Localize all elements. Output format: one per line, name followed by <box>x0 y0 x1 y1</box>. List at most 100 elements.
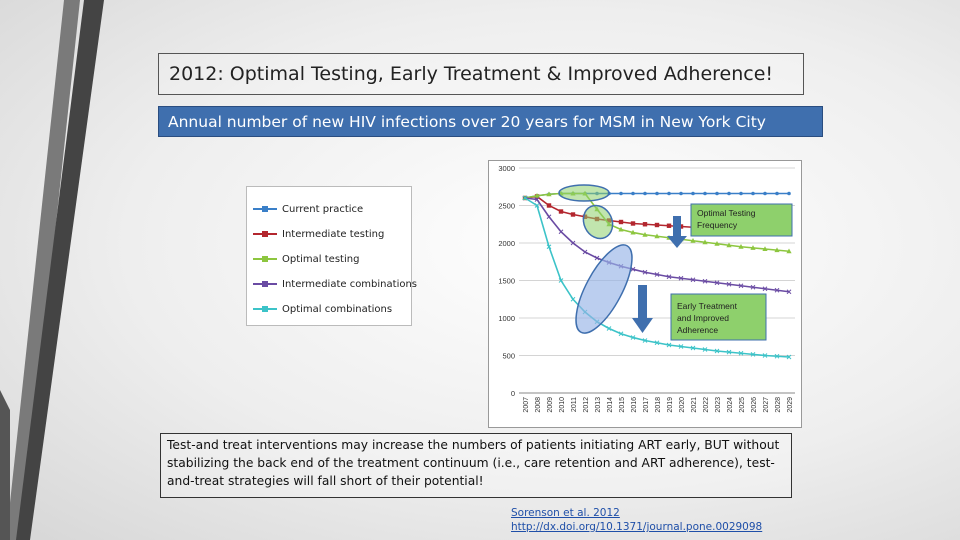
legend-swatch-icon <box>253 226 277 242</box>
data-point <box>762 286 768 292</box>
data-point <box>691 191 695 196</box>
data-point <box>582 214 588 219</box>
data-point <box>546 203 552 208</box>
data-point <box>654 222 660 228</box>
x-tick-label: 2029 <box>787 397 794 413</box>
reference-author[interactable]: Sorenson et al. 2012 <box>511 507 620 519</box>
data-point <box>522 195 528 201</box>
data-point <box>702 239 708 245</box>
data-point <box>643 191 647 196</box>
data-point <box>762 353 768 358</box>
data-point <box>703 191 707 196</box>
data-point <box>570 296 576 302</box>
data-point <box>739 191 743 196</box>
data-point <box>570 212 576 217</box>
x-tick-label: 2012 <box>583 397 590 413</box>
data-point <box>690 237 696 243</box>
chart-legend: Current practice Intermediate testing Op… <box>246 186 417 326</box>
data-point <box>654 340 660 346</box>
data-point <box>726 349 732 355</box>
legend-item-optimal-combinations: Optimal combinations <box>253 301 392 317</box>
data-point <box>642 338 648 343</box>
data-point <box>714 226 720 231</box>
data-point <box>702 278 708 284</box>
data-point <box>726 226 732 231</box>
data-point <box>786 289 792 295</box>
data-point <box>774 228 780 233</box>
data-point <box>619 191 623 196</box>
data-point <box>775 191 779 196</box>
x-tick-label: 2008 <box>535 397 542 413</box>
data-point <box>786 248 792 254</box>
data-point <box>750 284 756 290</box>
data-point <box>774 247 780 253</box>
slide-subtitle: Annual number of new HIV infections over… <box>158 106 823 137</box>
data-point <box>534 203 540 208</box>
data-point <box>763 191 767 196</box>
decorative-edge <box>0 0 104 540</box>
legend-label: Intermediate testing <box>282 228 385 240</box>
data-point <box>726 281 732 287</box>
x-tick-label: 2010 <box>559 397 566 413</box>
y-tick-label: 0 <box>511 389 515 398</box>
data-point <box>642 222 648 227</box>
data-point <box>654 233 660 239</box>
data-point <box>690 277 696 283</box>
x-tick-label: 2018 <box>655 397 662 413</box>
data-point <box>582 309 588 315</box>
data-point <box>595 191 599 196</box>
data-point <box>714 348 720 354</box>
x-tick-label: 2013 <box>595 397 602 413</box>
data-point <box>750 245 756 250</box>
data-point <box>762 227 768 233</box>
y-tick-label: 2000 <box>498 239 515 248</box>
legend-swatch-icon <box>253 276 277 292</box>
data-point <box>558 229 564 235</box>
x-tick-label: 2028 <box>775 397 782 413</box>
data-point <box>654 272 660 277</box>
data-point <box>655 191 659 196</box>
data-point <box>714 240 720 246</box>
legend-label: Intermediate combinations <box>282 278 418 290</box>
data-point <box>786 228 792 233</box>
data-point <box>774 353 780 359</box>
data-point <box>618 226 624 232</box>
data-point <box>726 242 732 248</box>
data-point <box>774 287 780 293</box>
slide-title: 2012: Optimal Testing, Early Treatment &… <box>158 53 804 95</box>
x-tick-label: 2023 <box>715 397 722 413</box>
data-point <box>715 191 719 196</box>
chart-frame: 0 500 1000 1500 2000 2500 3000 2007 2008 2009 2010… <box>488 160 802 428</box>
data-point <box>702 225 708 231</box>
x-tick-label: 2020 <box>679 397 686 413</box>
y-tick-label: 1000 <box>498 314 515 323</box>
data-point <box>750 352 756 357</box>
data-point <box>678 224 684 229</box>
data-point <box>594 216 600 222</box>
data-point <box>534 197 540 202</box>
x-tick-label: 2025 <box>739 397 746 413</box>
data-point <box>787 191 791 196</box>
x-tick-label: 2021 <box>691 397 698 413</box>
data-point <box>751 191 755 196</box>
data-point <box>546 244 552 250</box>
x-tick-label: 2014 <box>607 397 614 413</box>
data-point <box>630 229 636 235</box>
y-tick-label: 2500 <box>498 202 515 211</box>
data-point <box>738 243 744 249</box>
legend-item-current-practice: Current practice <box>253 201 363 217</box>
x-tick-label: 2007 <box>523 397 530 413</box>
data-point <box>666 223 672 228</box>
data-point <box>738 350 744 356</box>
data-point <box>727 191 731 196</box>
x-tick-label: 2009 <box>547 397 554 413</box>
data-point <box>630 335 636 340</box>
data-point <box>678 275 684 281</box>
x-tick-label: 2022 <box>703 397 710 413</box>
data-point <box>690 345 696 351</box>
legend-label: Current practice <box>282 203 364 215</box>
legend-label: Optimal testing <box>282 253 360 265</box>
data-point <box>690 225 696 230</box>
data-point <box>546 191 552 197</box>
reference-link[interactable]: http://dx.doi.org/10.1371/journal.pone.0… <box>511 521 763 533</box>
